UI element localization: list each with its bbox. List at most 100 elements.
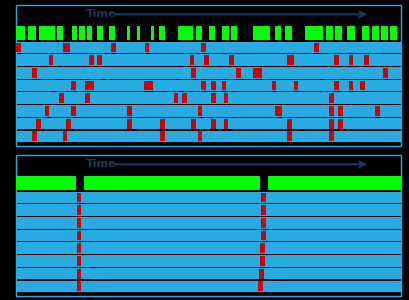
- Bar: [364, 55, 369, 65]
- Bar: [16, 92, 401, 104]
- Bar: [77, 205, 81, 215]
- Bar: [97, 55, 102, 65]
- Bar: [160, 119, 165, 129]
- Bar: [182, 93, 187, 103]
- Bar: [261, 231, 266, 241]
- Bar: [57, 26, 63, 40]
- Bar: [137, 26, 140, 40]
- Bar: [338, 106, 343, 116]
- Bar: [65, 43, 70, 52]
- Bar: [85, 93, 90, 103]
- Bar: [375, 106, 380, 116]
- Bar: [287, 55, 292, 65]
- Bar: [258, 68, 263, 78]
- Bar: [77, 193, 81, 202]
- Bar: [16, 230, 401, 242]
- Bar: [287, 119, 292, 129]
- Bar: [335, 26, 342, 40]
- Bar: [16, 176, 76, 190]
- Bar: [329, 106, 334, 116]
- Bar: [28, 26, 36, 40]
- Bar: [231, 26, 237, 40]
- Bar: [32, 131, 37, 141]
- Bar: [16, 217, 401, 229]
- Bar: [45, 106, 49, 116]
- Bar: [190, 55, 194, 65]
- Bar: [16, 268, 401, 279]
- Bar: [59, 93, 64, 103]
- Bar: [348, 81, 353, 91]
- Bar: [211, 81, 216, 91]
- Bar: [128, 106, 132, 116]
- Bar: [360, 81, 365, 91]
- Bar: [372, 26, 378, 40]
- Bar: [49, 55, 53, 65]
- Bar: [89, 81, 94, 91]
- Bar: [338, 119, 343, 129]
- Bar: [224, 119, 228, 129]
- Bar: [16, 130, 401, 142]
- Bar: [259, 269, 264, 279]
- Bar: [276, 106, 280, 116]
- Bar: [72, 26, 77, 40]
- Bar: [222, 81, 226, 91]
- Bar: [275, 26, 281, 40]
- Bar: [253, 68, 258, 78]
- Bar: [89, 55, 94, 65]
- Bar: [261, 218, 266, 228]
- Bar: [383, 68, 388, 78]
- Bar: [144, 81, 148, 91]
- Bar: [306, 26, 323, 40]
- Bar: [334, 81, 339, 91]
- Bar: [261, 193, 266, 202]
- Bar: [63, 131, 67, 141]
- Bar: [16, 105, 401, 117]
- Bar: [198, 106, 202, 116]
- Bar: [289, 55, 294, 65]
- Bar: [334, 55, 339, 65]
- Bar: [253, 26, 270, 40]
- Bar: [347, 26, 355, 40]
- Bar: [209, 26, 215, 40]
- Bar: [71, 106, 76, 116]
- Bar: [16, 67, 401, 79]
- Bar: [77, 218, 81, 228]
- Bar: [229, 55, 234, 65]
- Bar: [36, 119, 41, 129]
- Bar: [261, 205, 266, 215]
- Bar: [16, 255, 401, 267]
- Bar: [222, 26, 229, 40]
- Bar: [83, 176, 261, 190]
- Bar: [224, 93, 228, 103]
- Bar: [285, 26, 292, 40]
- Text: Time: Time: [85, 9, 116, 20]
- Bar: [236, 68, 240, 78]
- Bar: [148, 81, 153, 91]
- Bar: [111, 43, 116, 52]
- Bar: [77, 281, 81, 291]
- Bar: [79, 26, 85, 40]
- Bar: [198, 131, 202, 141]
- Bar: [39, 26, 55, 40]
- Bar: [348, 55, 353, 65]
- Bar: [178, 26, 193, 40]
- Bar: [362, 26, 369, 40]
- Bar: [127, 26, 130, 40]
- Bar: [201, 43, 206, 52]
- Bar: [196, 26, 202, 40]
- Bar: [66, 119, 71, 129]
- Bar: [329, 119, 334, 129]
- Bar: [128, 119, 132, 129]
- Bar: [260, 243, 265, 253]
- Bar: [16, 118, 401, 129]
- Bar: [16, 192, 401, 203]
- Bar: [204, 55, 209, 65]
- Bar: [159, 26, 165, 40]
- Bar: [85, 81, 90, 91]
- Bar: [16, 42, 401, 53]
- Bar: [77, 243, 81, 253]
- Bar: [16, 54, 401, 66]
- Bar: [390, 26, 397, 40]
- Bar: [16, 80, 401, 92]
- Bar: [32, 68, 37, 78]
